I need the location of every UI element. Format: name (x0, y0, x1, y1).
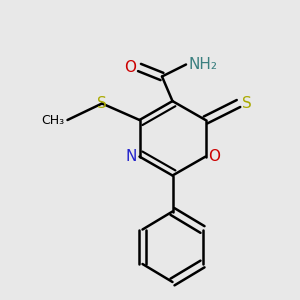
Text: NH₂: NH₂ (189, 57, 218, 72)
Text: CH₃: CH₃ (41, 113, 64, 127)
Text: S: S (242, 96, 251, 111)
Text: O: O (124, 60, 136, 75)
Text: S: S (97, 96, 107, 111)
Text: O: O (208, 149, 220, 164)
Text: N: N (125, 149, 136, 164)
